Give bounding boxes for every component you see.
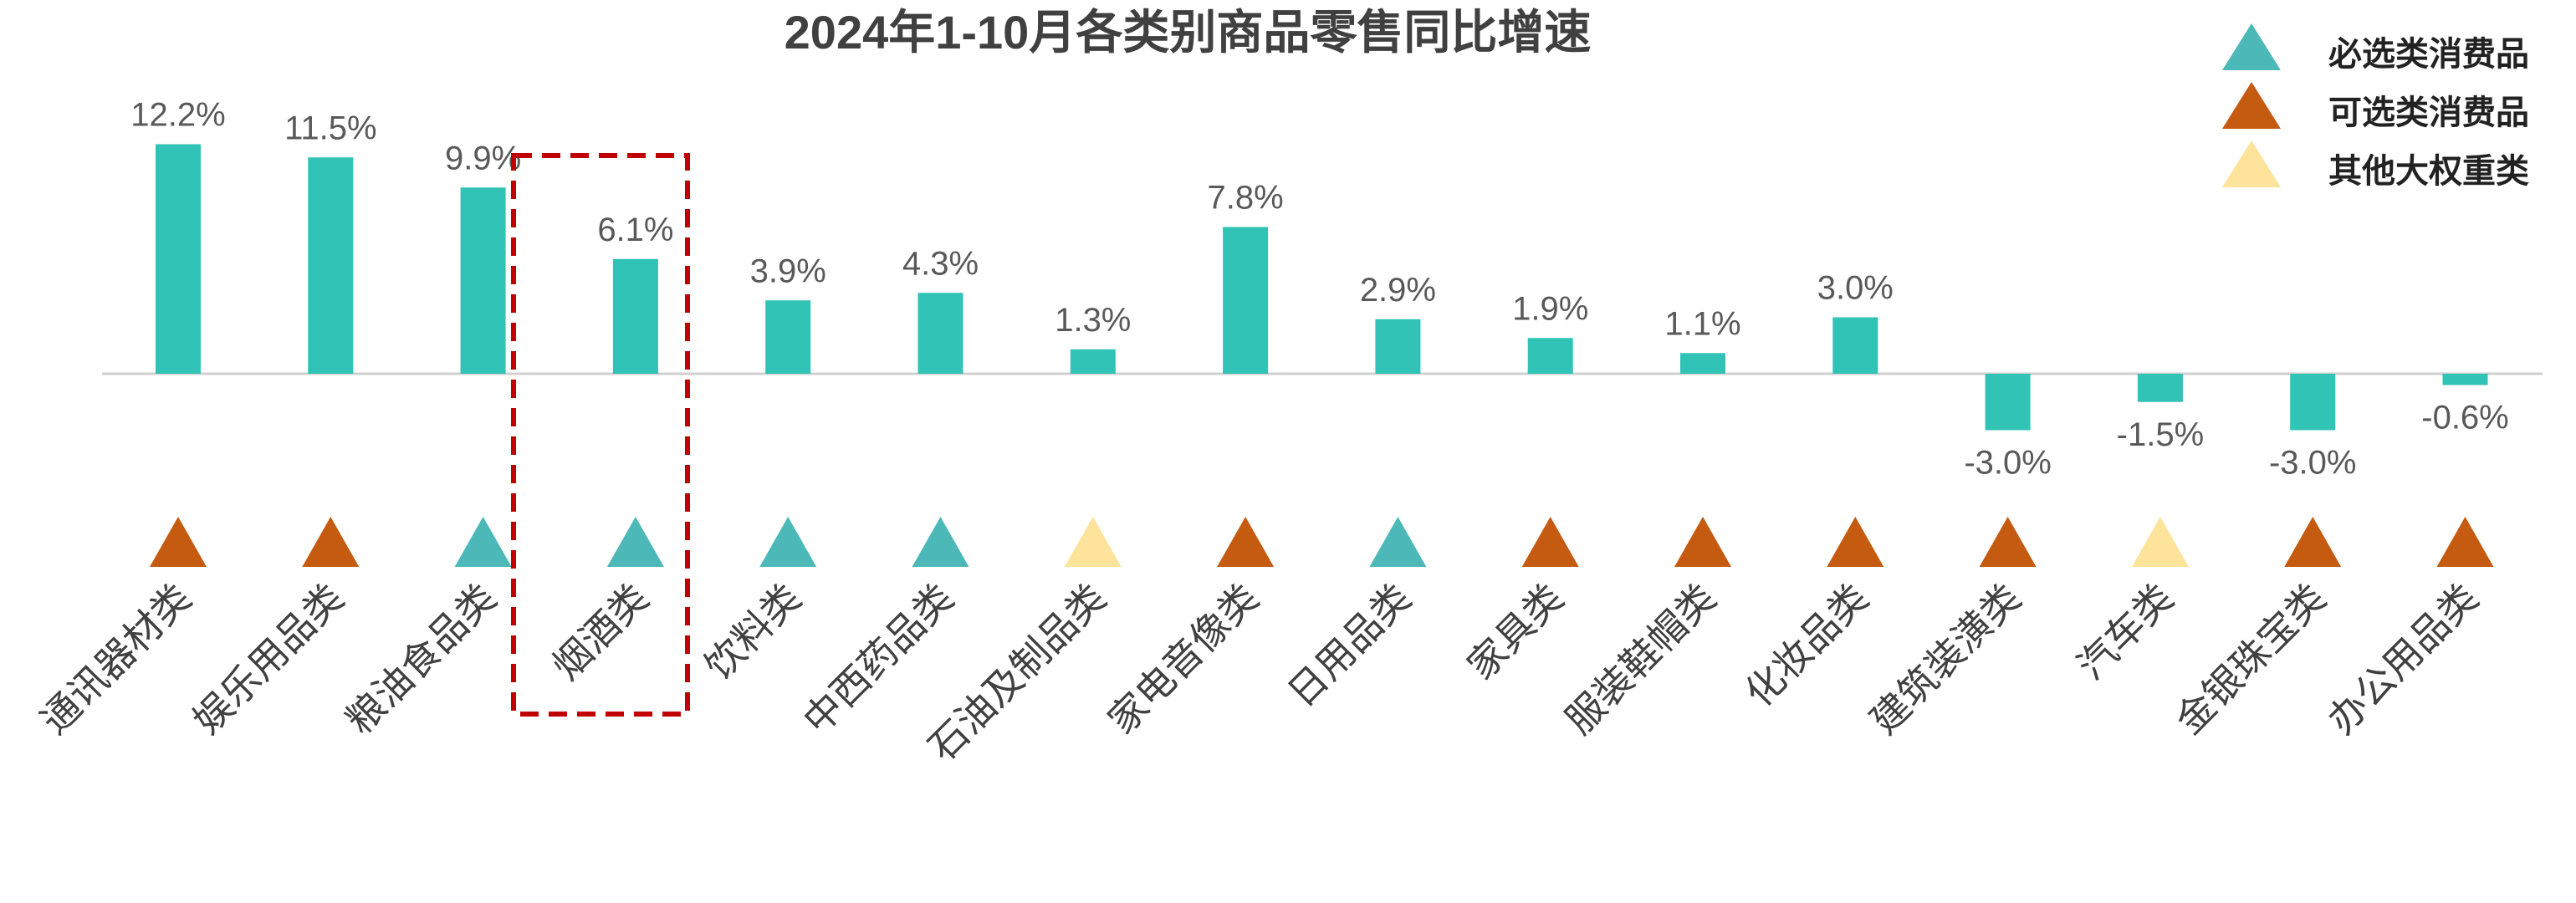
category-label-2: 粮油食品类 xyxy=(337,575,503,742)
value-label-1: 11.5% xyxy=(284,110,376,146)
category-label-0: 通讯器材类 xyxy=(33,575,199,742)
bar-8 xyxy=(1375,319,1421,374)
bar-9 xyxy=(1527,338,1573,374)
group-marker-8 xyxy=(1369,517,1427,567)
legend-label-0: 必选类消费品 xyxy=(2328,36,2529,73)
chart-title: 2024年1-10月各类别商品零售同比增速 xyxy=(785,6,1592,59)
legend-label-1: 可选类消费品 xyxy=(2328,94,2529,131)
value-label-7: 7.8% xyxy=(1208,180,1284,217)
group-marker-0 xyxy=(150,517,207,567)
legend-marker-0 xyxy=(2222,23,2281,70)
group-marker-7 xyxy=(1217,517,1275,567)
value-label-8: 2.9% xyxy=(1360,272,1436,309)
bar-10 xyxy=(1680,353,1725,374)
bars-group xyxy=(156,144,2488,431)
group-marker-11 xyxy=(1827,517,1884,567)
group-markers xyxy=(150,517,2494,567)
category-label-7: 家电音像类 xyxy=(1100,575,1266,742)
category-label-13: 汽车类 xyxy=(2069,575,2181,687)
bar-4 xyxy=(765,300,811,374)
bar-11 xyxy=(1832,317,1878,374)
category-label-1: 娱乐用品类 xyxy=(185,575,351,742)
value-label-2: 9.9% xyxy=(445,140,521,176)
value-labels-group: 12.2% 11.5% 9.9% 6.1% 3.9% 4.3% 1.3% 7.8% 2.9% 1.… xyxy=(130,97,2508,482)
group-marker-9 xyxy=(1521,517,1579,567)
bar-0 xyxy=(156,144,201,374)
value-label-3: 6.1% xyxy=(597,212,673,248)
bar-14 xyxy=(2290,374,2336,431)
legend-label-2: 其他大权重类 xyxy=(2328,153,2529,190)
group-marker-13 xyxy=(2131,517,2189,567)
group-marker-10 xyxy=(1674,517,1731,567)
group-marker-6 xyxy=(1064,517,1122,567)
bar-1 xyxy=(308,157,354,374)
group-marker-5 xyxy=(912,517,969,567)
value-label-9: 1.9% xyxy=(1512,290,1588,327)
value-label-4: 3.9% xyxy=(750,253,826,289)
highlight-box xyxy=(511,153,690,717)
value-label-15: -0.6% xyxy=(2421,400,2509,436)
bar-12 xyxy=(1985,374,2031,431)
category-label-12: 建筑装潢类 xyxy=(1862,575,2028,742)
group-marker-14 xyxy=(2284,517,2342,567)
category-label-4: 饮料类 xyxy=(697,575,809,687)
legend-marker-2 xyxy=(2222,140,2281,187)
category-label-10: 服装鞋帽类 xyxy=(1557,575,1724,742)
value-label-5: 4.3% xyxy=(902,245,979,282)
group-marker-12 xyxy=(1979,517,2037,567)
value-label-0: 12.2% xyxy=(130,97,225,134)
bar-5 xyxy=(917,293,963,374)
bar-13 xyxy=(2137,374,2183,402)
category-label-5: 中西药品类 xyxy=(795,575,961,742)
legend-marker-1 xyxy=(2222,82,2281,129)
bar-3 xyxy=(612,258,658,374)
value-label-12: -3.0% xyxy=(1964,445,2052,482)
group-marker-1 xyxy=(302,517,360,567)
bar-6 xyxy=(1070,349,1116,374)
value-label-13: -1.5% xyxy=(2117,416,2205,453)
bar-15 xyxy=(2442,374,2488,385)
value-label-14: -3.0% xyxy=(2269,445,2357,482)
category-label-3: 烟酒类 xyxy=(544,575,657,687)
group-marker-4 xyxy=(759,517,817,567)
category-label-11: 化妆品类 xyxy=(1736,575,1876,715)
category-label-15: 办公用品类 xyxy=(2319,575,2486,742)
value-label-10: 1.1% xyxy=(1664,305,1740,342)
value-label-6: 1.3% xyxy=(1055,302,1131,339)
value-label-11: 3.0% xyxy=(1817,270,1894,307)
bar-2 xyxy=(460,187,506,374)
category-label-9: 家具类 xyxy=(1459,575,1571,687)
category-label-14: 金银珠宝类 xyxy=(2167,575,2333,742)
group-marker-15 xyxy=(2436,517,2494,567)
group-marker-2 xyxy=(454,517,512,567)
group-marker-3 xyxy=(606,517,664,567)
category-label-8: 日用品类 xyxy=(1280,575,1419,715)
bar-7 xyxy=(1223,227,1269,374)
